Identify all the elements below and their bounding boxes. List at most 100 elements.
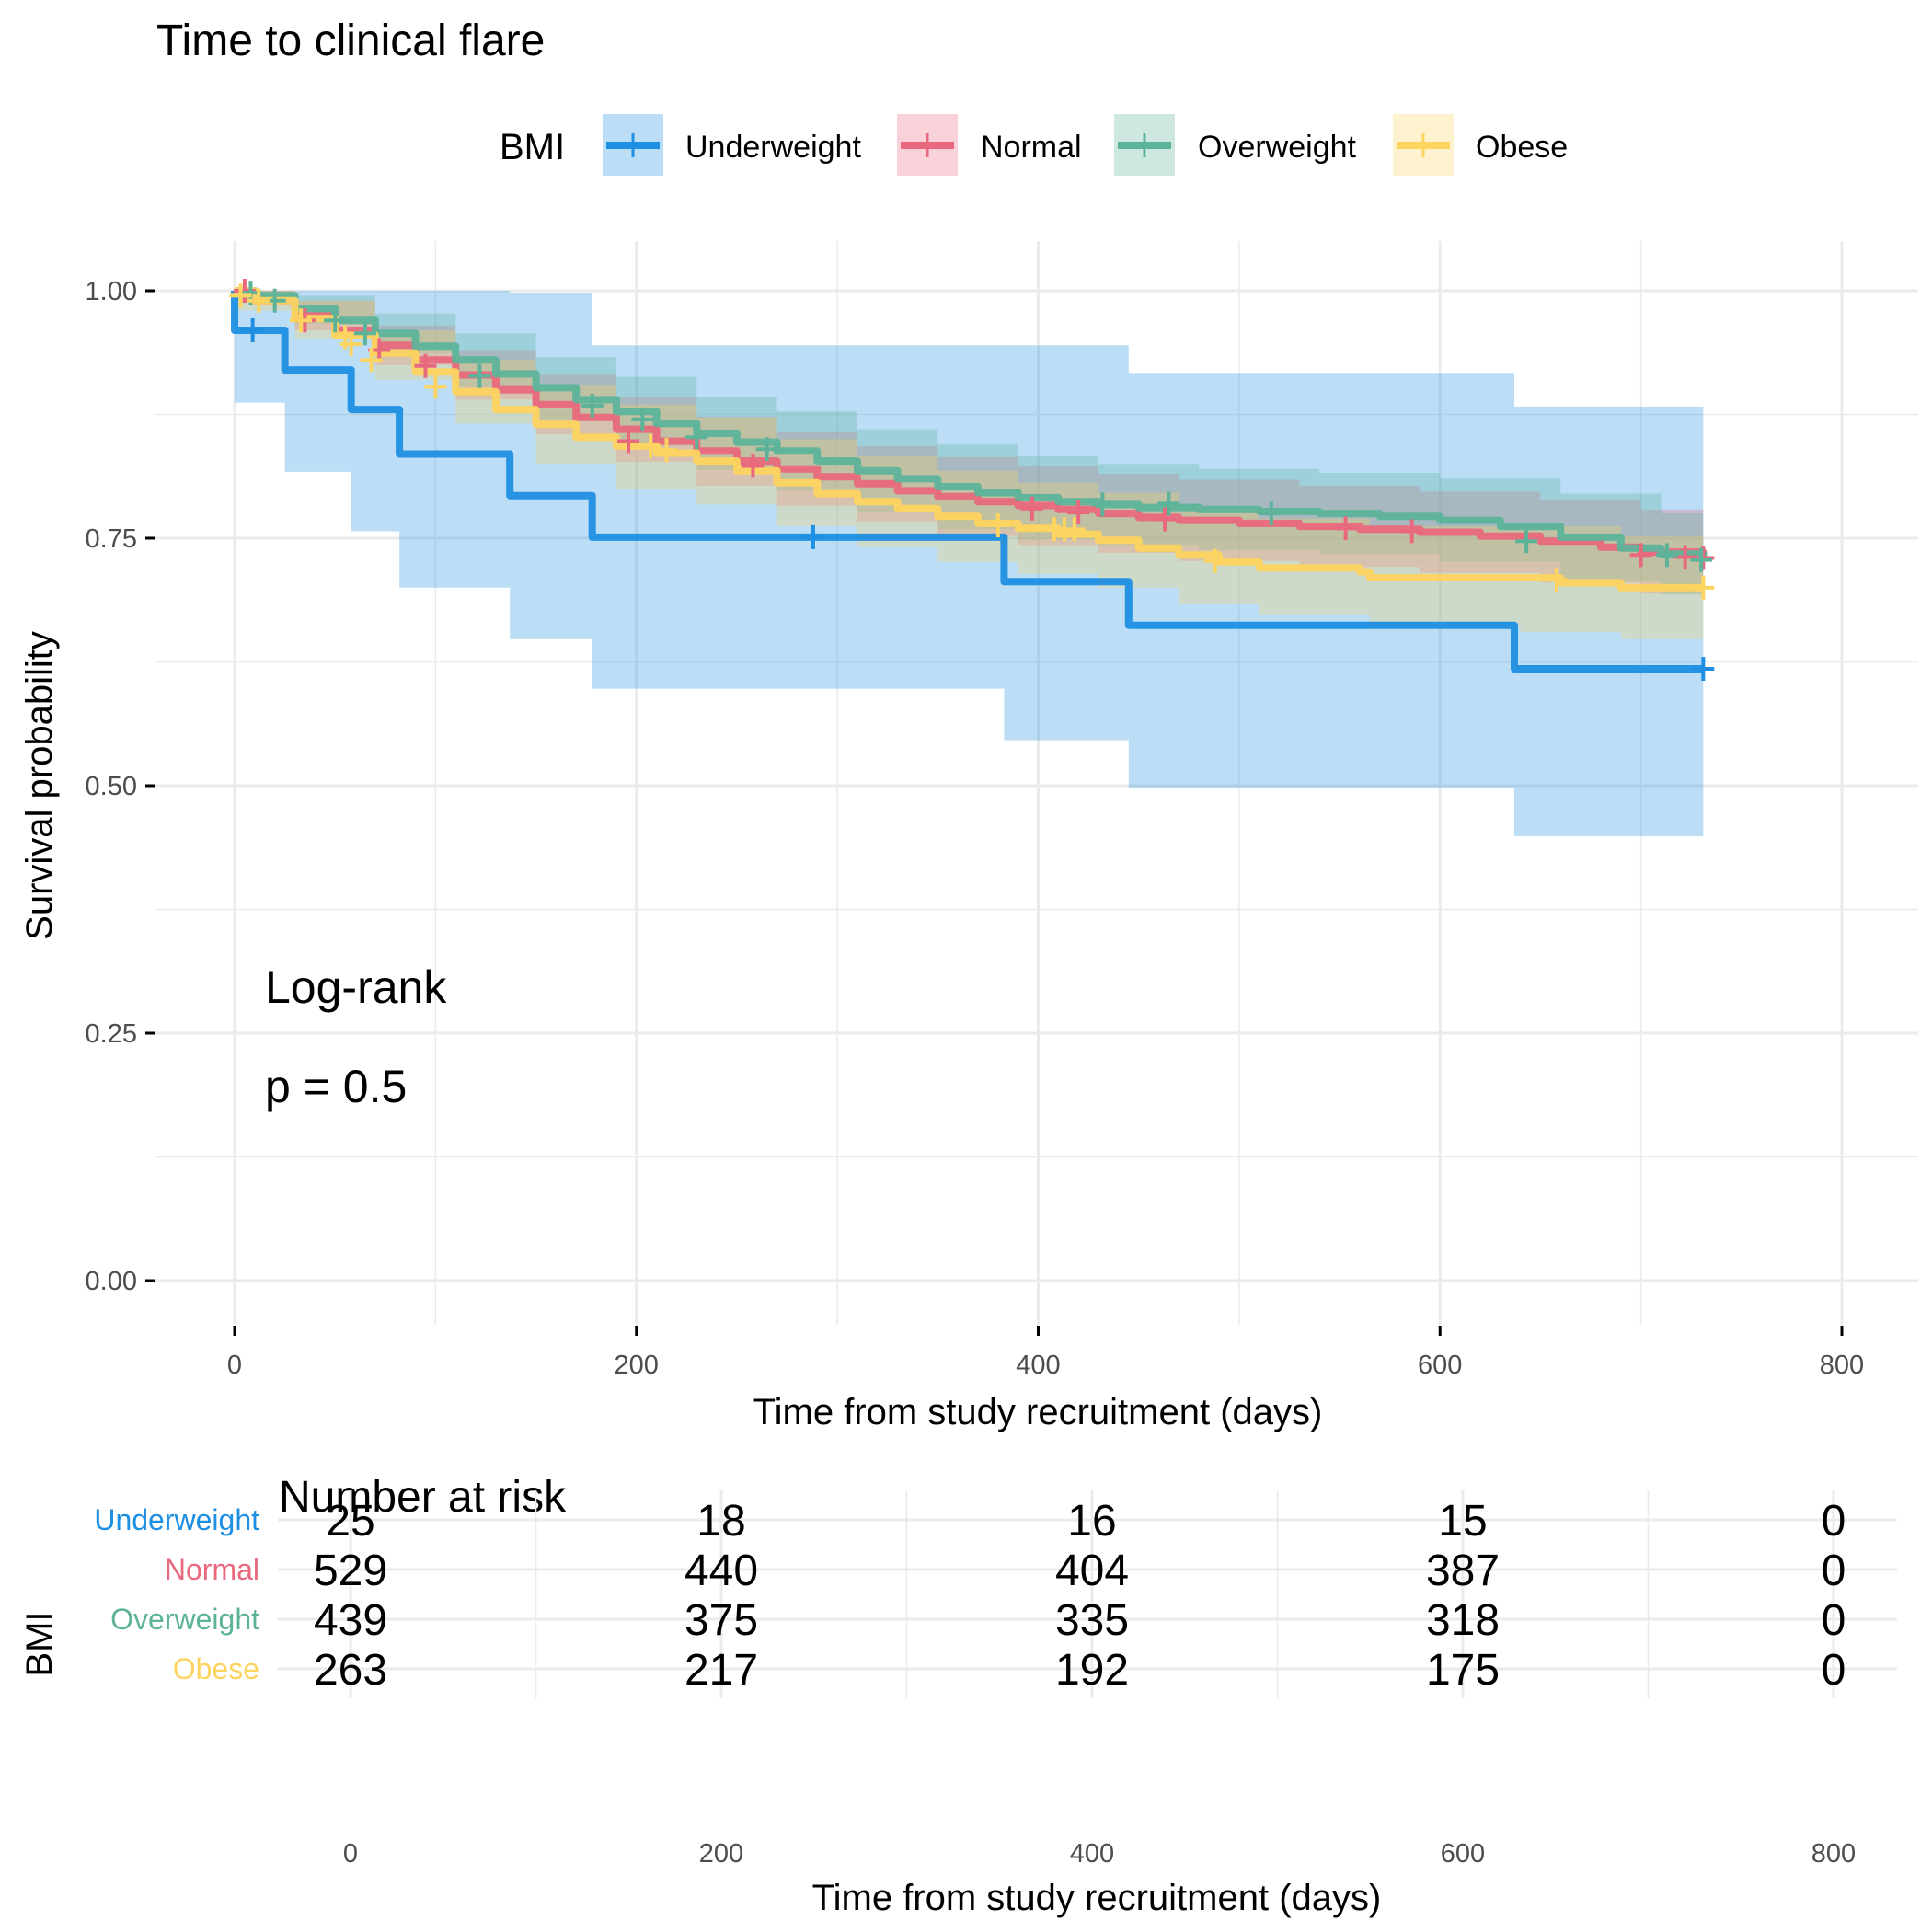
censor-mark-obese — [360, 348, 383, 373]
censor-mark-obese — [986, 513, 1009, 538]
x-tick-label: 0 — [227, 1351, 242, 1380]
risk-cell: 439 — [314, 1596, 387, 1645]
censor-mark-overweight — [468, 363, 491, 388]
censor-mark-overweight — [1656, 543, 1679, 568]
risk-y-axis-title: BMI — [19, 1611, 60, 1676]
censor-mark-normal — [1629, 543, 1652, 568]
risk-x-tick-label: 200 — [699, 1839, 743, 1869]
censor-mark-normal — [1692, 546, 1715, 570]
risk-row-overweight: Overweight 439 375 335 318 0 — [110, 1596, 1846, 1645]
risk-row-label: Overweight — [110, 1603, 259, 1636]
censor-mark-overweight — [685, 425, 708, 450]
survival-curves — [231, 287, 1708, 673]
risk-cell: 404 — [1055, 1547, 1129, 1595]
risk-axes: 0 200 400 600 800 — [343, 1839, 1856, 1869]
legend-item-obese: Obese — [1393, 114, 1568, 176]
survival-curve-overweight — [235, 287, 1708, 561]
x-tick-label: 200 — [615, 1351, 659, 1380]
risk-cell: 0 — [1822, 1646, 1846, 1695]
censor-mark-overweight — [1259, 501, 1282, 526]
legend-item-normal: Normal — [897, 114, 1082, 176]
censor-mark-normal — [1067, 500, 1090, 525]
x-tick-label: 400 — [1016, 1351, 1060, 1380]
censor-mark-obese — [290, 308, 313, 333]
risk-x-tick-label: 800 — [1811, 1839, 1856, 1869]
x-axis-title: Time from study recruitment (days) — [753, 1392, 1323, 1432]
risk-cell: 192 — [1055, 1646, 1129, 1695]
risk-cell: 387 — [1426, 1547, 1500, 1595]
censor-mark-overweight — [1157, 491, 1180, 516]
risk-cell: 0 — [1822, 1596, 1846, 1645]
y-tick-label: 0.50 — [86, 772, 137, 801]
risk-table: Number at risk Underweight 25 18 16 15 0Norma… — [19, 1473, 1897, 1918]
censor-mark-normal — [617, 429, 640, 454]
risk-cell: 25 — [326, 1497, 374, 1546]
survival-curve-obese — [235, 287, 1704, 592]
risk-x-tick-label: 600 — [1441, 1839, 1485, 1869]
y-tick-label: 0.25 — [86, 1019, 137, 1049]
censor-mark-obese — [1203, 548, 1226, 573]
legend-item-overweight: Overweight — [1114, 114, 1357, 176]
main-grid — [155, 241, 1918, 1325]
ci-band-underweight — [235, 291, 1704, 836]
censor-mark-normal — [1400, 519, 1423, 544]
risk-cell: 318 — [1426, 1596, 1500, 1645]
risk-cell: 335 — [1055, 1596, 1129, 1645]
risk-row-label: Obese — [173, 1652, 259, 1685]
legend-label: Overweight — [1198, 130, 1357, 165]
risk-x-tick-label: 0 — [343, 1839, 358, 1869]
legend-label: Normal — [981, 130, 1082, 165]
censor-mark-obese — [424, 374, 447, 399]
censor-mark-overweight — [1515, 529, 1538, 554]
risk-table-title: Number at risk — [279, 1473, 567, 1522]
censor-mark-underweight — [241, 318, 264, 343]
x-tick-label: 600 — [1418, 1351, 1462, 1380]
risk-cell: 529 — [314, 1547, 387, 1595]
legend-label: Obese — [1476, 130, 1568, 165]
risk-x-tick-label: 400 — [1070, 1839, 1114, 1869]
censor-mark-normal — [1334, 516, 1357, 541]
censor-mark-obese — [339, 332, 362, 357]
y-axis-title: Survival probability — [19, 631, 60, 940]
logrank-label: Log-rank — [265, 961, 447, 1013]
legend-label: Underweight — [685, 130, 861, 165]
risk-grid — [278, 1490, 1897, 1698]
censor-mark-underweight — [801, 524, 824, 549]
y-tick-label: 0.75 — [86, 524, 137, 554]
censor-mark-underweight — [1692, 657, 1715, 682]
risk-x-axis-title: Time from study recruitment (days) — [812, 1878, 1382, 1918]
censor-mark-overweight — [353, 321, 376, 346]
risk-cell: 217 — [684, 1646, 758, 1695]
risk-cell: 175 — [1426, 1646, 1500, 1695]
risk-row-label: Underweight — [94, 1503, 259, 1536]
risk-cell: 0 — [1822, 1547, 1846, 1595]
risk-cell: 18 — [696, 1497, 745, 1546]
censor-mark-obese — [247, 288, 270, 313]
censor-mark-overweight — [631, 407, 654, 431]
risk-row-label: Normal — [165, 1553, 259, 1586]
censor-mark-overweight — [1690, 547, 1713, 572]
pvalue-label: p = 0.5 — [265, 1061, 407, 1112]
censor-mark-obese — [1692, 575, 1715, 600]
censor-mark-normal — [742, 454, 765, 478]
x-tick-label: 800 — [1820, 1351, 1864, 1380]
risk-cell: 263 — [314, 1646, 387, 1695]
risk-cell: 440 — [684, 1547, 758, 1595]
censor-mark-normal — [414, 353, 437, 378]
ci-band-obese — [235, 291, 1704, 644]
risk-cell: 16 — [1067, 1497, 1116, 1546]
censor-mark-normal — [1020, 496, 1043, 521]
censor-mark-obese — [1545, 568, 1568, 592]
censor-mark-obese — [229, 283, 252, 308]
legend-title: BMI — [500, 127, 565, 167]
censor-mark-overweight — [581, 393, 604, 418]
survival-plot-panel: 0.00 0.25 0.50 0.75 1.00 0 200 400 600 800 — [86, 241, 1918, 1380]
risk-cell: 375 — [684, 1596, 758, 1645]
risk-row-normal: Normal 529 440 404 387 0 — [165, 1547, 1846, 1595]
risk-row-obese: Obese 263 217 192 175 0 — [173, 1646, 1846, 1695]
censor-marks — [229, 279, 1715, 682]
censor-mark-obese — [639, 433, 662, 458]
survival-curve-underweight — [231, 291, 1704, 673]
risk-cell: 15 — [1438, 1497, 1487, 1546]
